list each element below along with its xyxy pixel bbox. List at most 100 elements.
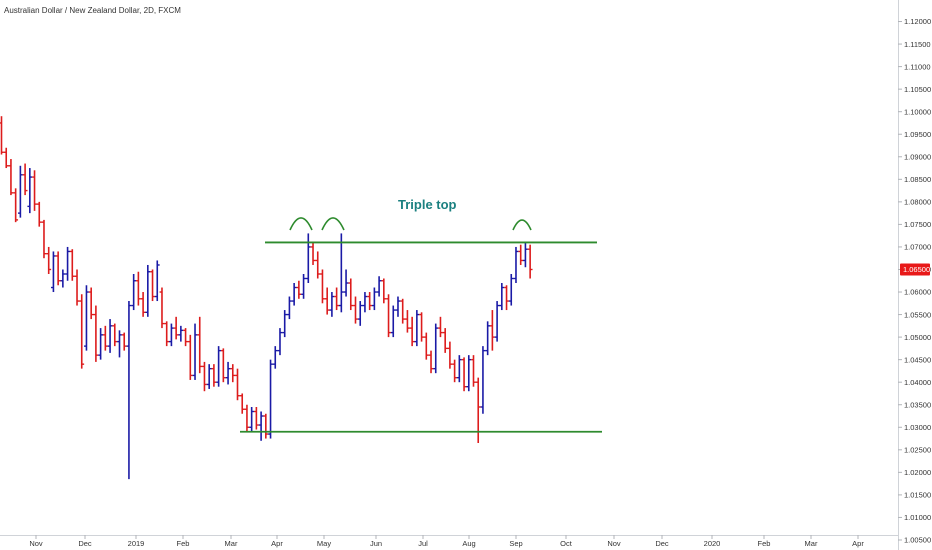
- ohlc-bar: [367, 292, 373, 311]
- triple-top-arc: [289, 217, 313, 231]
- ohlc-bar: [13, 188, 19, 223]
- ohlc-bar: [518, 244, 524, 265]
- ohlc-bar: [107, 319, 113, 353]
- ohlc-bar: [480, 346, 486, 414]
- price-tick-label: 1.02000: [904, 468, 931, 477]
- ohlc-bar: [244, 404, 250, 432]
- ohlc-bar: [329, 292, 335, 317]
- time-tick-label: Mar: [805, 539, 818, 548]
- ohlc-bar: [79, 294, 85, 369]
- ohlc-bar: [442, 328, 448, 353]
- ohlc-bar: [471, 355, 476, 387]
- ohlc-bar: [239, 393, 245, 414]
- ohlc-bar: [131, 273, 137, 311]
- price-tick-label: 1.01000: [904, 513, 931, 522]
- price-tick-label: 1.08500: [904, 175, 931, 184]
- ohlc-bar: [98, 328, 104, 360]
- ohlc-bar: [216, 346, 222, 387]
- price-tick-label: 1.04000: [904, 378, 931, 387]
- current-price-badge: 1.06500: [900, 263, 930, 276]
- ohlc-bar: [456, 355, 462, 383]
- ohlc-bar: [164, 321, 170, 347]
- ohlc-bar: [499, 283, 505, 311]
- ohlc-bar: [17, 165, 23, 218]
- ohlc-bar: [527, 244, 533, 279]
- price-tick-label: 1.01500: [904, 491, 931, 500]
- trend-lines: [240, 217, 602, 433]
- ohlc-bar: [310, 242, 316, 265]
- ohlc-bar: [400, 298, 406, 324]
- ohlc-bar: [461, 357, 467, 392]
- ohlc-bar: [277, 328, 283, 356]
- time-tick-label: Nov: [29, 539, 43, 548]
- ohlc-bar: [41, 219, 47, 259]
- triple-top-arc: [512, 219, 532, 231]
- ohlc-bar: [74, 269, 80, 306]
- ohlc-bar: [235, 368, 240, 401]
- ohlc-bar: [334, 287, 340, 311]
- time-tick-label: Aug: [462, 539, 475, 548]
- ohlc-bar: [27, 168, 33, 214]
- price-tick-label: 1.06000: [904, 288, 931, 297]
- price-tick-label: 1.00500: [904, 536, 931, 545]
- ohlc-bar: [84, 285, 89, 351]
- ohlc-bar: [121, 332, 127, 351]
- ohlc-bar: [508, 273, 514, 306]
- price-tick-label: 1.03500: [904, 400, 931, 409]
- ohlc-bar: [438, 316, 443, 338]
- ohlc-bar: [249, 406, 255, 432]
- ohlc-bar: [320, 269, 325, 304]
- ohlc-bar: [348, 278, 354, 311]
- ohlc-bar: [376, 276, 382, 297]
- ohlc-bar: [357, 301, 363, 326]
- ohlc-bar: [504, 285, 509, 311]
- ohlc-bar: [419, 312, 424, 342]
- price-tick-label: 1.09500: [904, 130, 931, 139]
- ohlc-bar: [291, 283, 297, 306]
- ohlc-bar: [305, 233, 311, 284]
- ohlc-bar: [343, 269, 349, 297]
- time-tick-label: Sep: [509, 539, 522, 548]
- ohlc-bar: [489, 310, 495, 351]
- ohlc-bar: [296, 280, 302, 299]
- ohlc-bar: [3, 147, 9, 169]
- price-tick-label: 1.07500: [904, 220, 931, 229]
- ohlc-bar: [230, 364, 236, 383]
- time-tick-label: Jun: [370, 539, 382, 548]
- ohlc-bar: [287, 296, 292, 320]
- time-tick-label: Apr: [271, 539, 283, 548]
- ohlc-bar: [338, 233, 344, 313]
- time-tick-label: 2019: [128, 539, 145, 548]
- ohlc-bar: [178, 325, 184, 342]
- ohlc-bar: [8, 159, 14, 196]
- ohlc-bar: [211, 364, 217, 387]
- ohlc-bar: [192, 323, 198, 380]
- ohlc-bar: [169, 323, 174, 347]
- ohlc-bar: [494, 301, 500, 342]
- ohlc-bar: [159, 287, 165, 329]
- ohlc-bar: [475, 377, 481, 444]
- price-tick-label: 1.09000: [904, 152, 931, 161]
- price-tick-label: 1.10000: [904, 107, 931, 116]
- ohlc-bar: [452, 359, 458, 383]
- price-tick-label: 1.11500: [904, 40, 931, 49]
- ohlc-bar: [433, 323, 439, 374]
- ohlc-bar: [126, 301, 132, 480]
- ohlc-bar: [197, 316, 203, 374]
- time-tick-label: 2020: [704, 539, 721, 548]
- ohlc-bar: [282, 310, 288, 338]
- time-tick-label: Feb: [758, 539, 771, 548]
- ohlc-bar: [253, 406, 259, 430]
- ohlc-bar: [112, 323, 118, 347]
- triple-top-annotation: Triple top: [398, 197, 457, 212]
- ohlc-bar: [65, 246, 70, 281]
- time-tick-label: Feb: [177, 539, 190, 548]
- ohlc-bar: [324, 287, 330, 315]
- price-tick-label: 1.04500: [904, 355, 931, 364]
- price-tick-label: 1.08000: [904, 198, 931, 207]
- ohlc-bar: [414, 310, 420, 347]
- ohlc-bar: [466, 355, 472, 392]
- ohlc-bar: [523, 242, 528, 268]
- ohlc-bar: [0, 116, 4, 155]
- time-tick-label: Apr: [852, 539, 864, 548]
